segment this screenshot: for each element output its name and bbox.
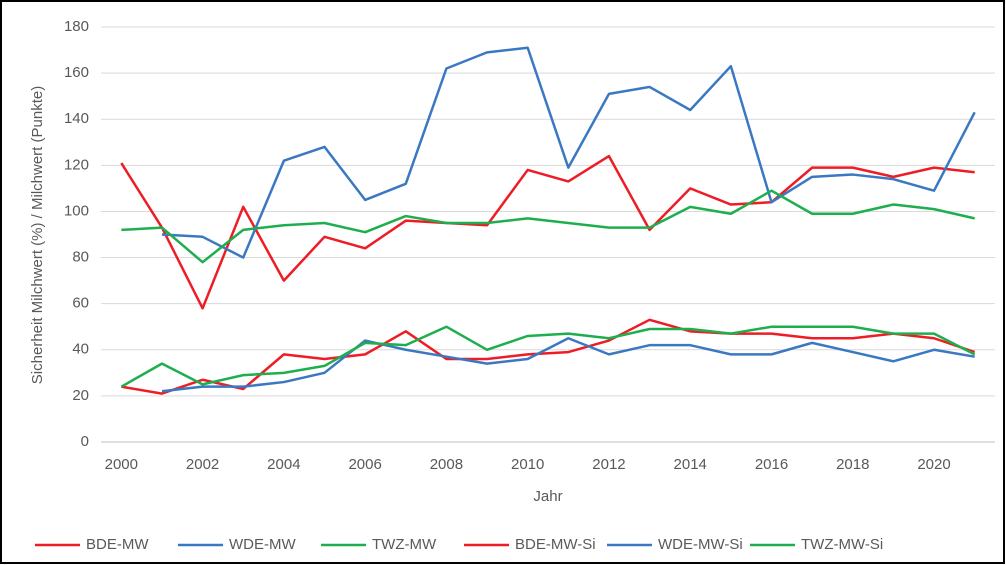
legend-label: WDE-MW <box>229 536 296 553</box>
x-tick-label: 2016 <box>755 456 788 473</box>
series-line <box>121 318 976 395</box>
y-tick-label: 20 <box>72 387 89 404</box>
x-tick-label: 2014 <box>674 456 707 473</box>
series-line <box>120 325 976 388</box>
y-tick-label: 40 <box>72 341 89 358</box>
y-axis-label: Sicherheit Milchwert (%) / Milchwert (Pu… <box>29 86 46 384</box>
y-tick-label: 60 <box>72 295 89 312</box>
x-tick-label: 2020 <box>917 456 950 473</box>
legend-label: BDE-MW-Si <box>515 536 596 553</box>
y-tick-label: 180 <box>64 18 89 35</box>
x-tick-label: 2002 <box>186 456 219 473</box>
y-tick-label: 80 <box>72 249 89 266</box>
series-line <box>161 337 975 393</box>
legend-label: BDE-MW <box>86 536 149 553</box>
legend-label: TWZ-MW <box>372 536 437 553</box>
x-tick-label: 2004 <box>267 456 300 473</box>
y-tick-label: 0 <box>81 433 89 450</box>
legend-label: WDE-MW-Si <box>658 536 743 553</box>
x-tick-label: 2008 <box>430 456 463 473</box>
x-tick-label: 2000 <box>105 456 138 473</box>
y-tick-label: 100 <box>64 202 89 219</box>
x-tick-label: 2010 <box>511 456 544 473</box>
x-axis-label: Jahr <box>533 488 562 505</box>
y-tick-label: 160 <box>64 64 89 81</box>
y-tick-label: 140 <box>64 110 89 127</box>
legend-label: TWZ-MW-Si <box>801 536 883 553</box>
x-tick-label: 2012 <box>592 456 625 473</box>
series-line <box>121 189 975 264</box>
y-tick-label: 120 <box>64 156 89 173</box>
series-line <box>161 46 976 259</box>
x-tick-label: 2018 <box>836 456 869 473</box>
series-line <box>120 154 975 310</box>
x-tick-label: 2006 <box>348 456 381 473</box>
